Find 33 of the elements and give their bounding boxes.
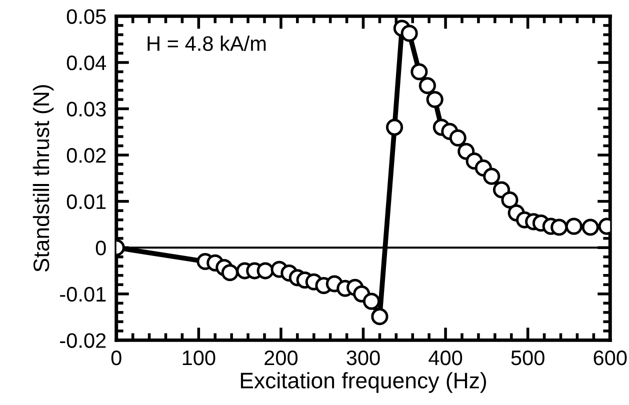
point [371,308,388,326]
point [449,129,466,146]
y-axis-title: Standstill thrust (N) [32,85,54,272]
y-tick-label: -0.01 [60,286,106,302]
point [221,264,238,282]
point [386,118,404,136]
y-tick-label: 0.02 [66,148,106,163]
point [362,292,380,310]
point [550,218,568,236]
y-tick-label: 0.04 [66,55,106,70]
point [426,90,444,108]
annotation: H = 4.8 kA/m [148,36,266,51]
point [256,262,274,280]
x-tick-label: 0 [111,350,122,366]
point [400,24,418,42]
x-axis-title: Excitation frequency (Hz) [240,372,486,393]
point [565,218,582,235]
y-tick-label: 0 [96,240,106,256]
point [483,168,500,185]
x-tick-label: 100 [182,350,216,366]
x-tick-label: 200 [264,350,298,366]
x-tick-label: 400 [428,350,462,366]
y-tick-label: -0.02 [60,333,106,348]
x-tick-label: 600 [594,350,627,366]
x-tick-label: 500 [511,350,544,366]
point [410,63,428,80]
y-tick-label: 0.03 [66,102,106,117]
y-tick-label: 0.05 [66,9,106,24]
x-tick-label: 300 [346,350,380,366]
point [582,218,599,236]
point [418,77,436,94]
y-tick-label: 0.01 [66,194,106,210]
point [501,191,518,208]
